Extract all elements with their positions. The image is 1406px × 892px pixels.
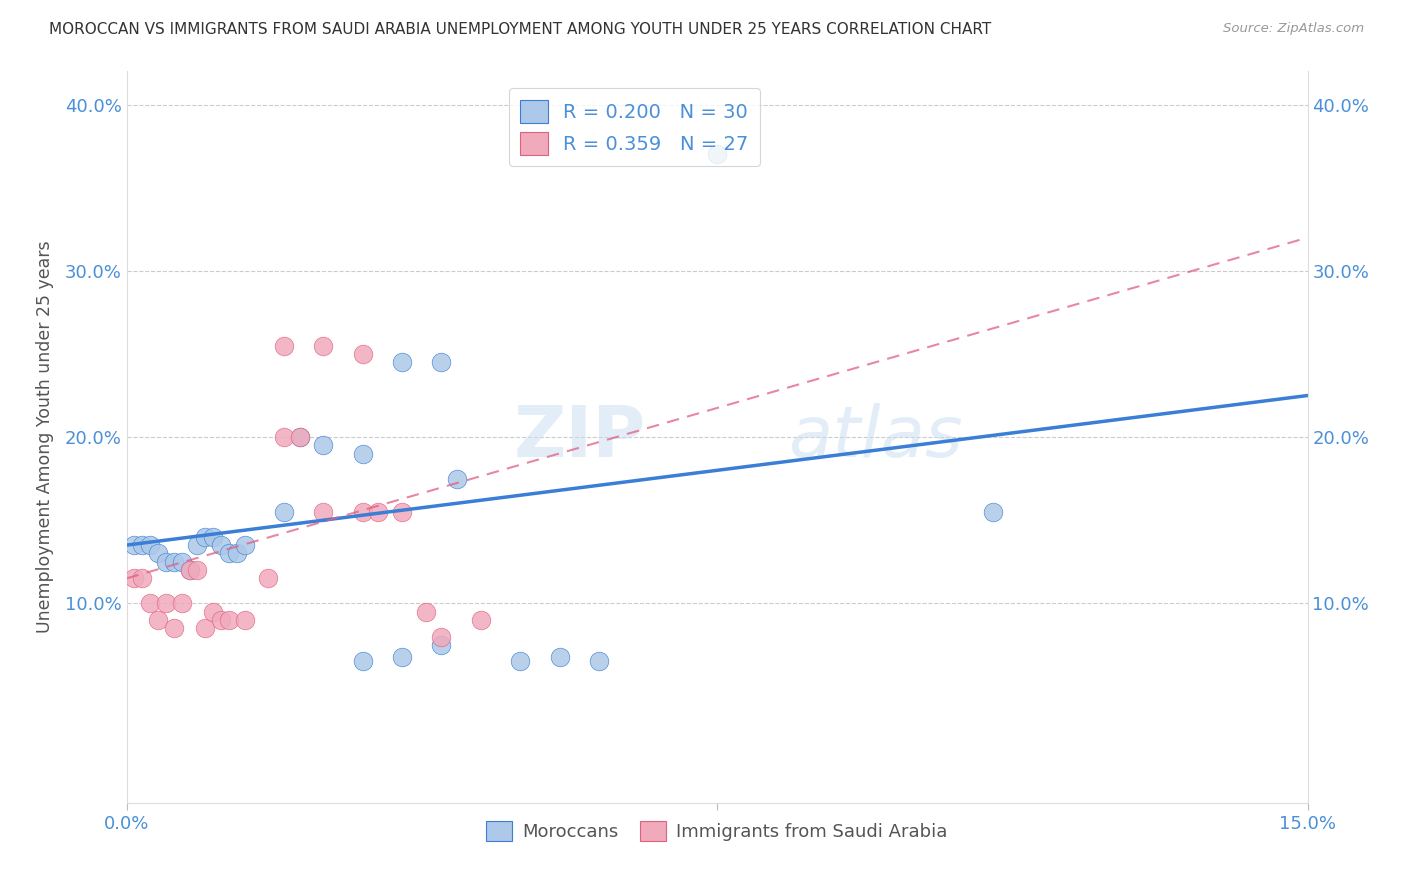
Point — [124, 538, 146, 552]
Point — [288, 430, 311, 444]
Point — [170, 555, 193, 569]
Point — [194, 621, 217, 635]
Point — [131, 571, 153, 585]
Point — [146, 613, 169, 627]
Point — [509, 655, 531, 669]
Point — [155, 555, 177, 569]
Point — [131, 538, 153, 552]
Point — [352, 655, 374, 669]
Point — [415, 605, 437, 619]
Point — [124, 571, 146, 585]
Point — [202, 605, 225, 619]
Text: MOROCCAN VS IMMIGRANTS FROM SAUDI ARABIA UNEMPLOYMENT AMONG YOUTH UNDER 25 YEARS: MOROCCAN VS IMMIGRANTS FROM SAUDI ARABIA… — [49, 22, 991, 37]
Y-axis label: Unemployment Among Youth under 25 years: Unemployment Among Youth under 25 years — [35, 241, 53, 633]
Point — [352, 347, 374, 361]
Point — [391, 355, 413, 369]
Point — [352, 447, 374, 461]
Point — [391, 505, 413, 519]
Point — [209, 538, 232, 552]
Point — [273, 430, 295, 444]
Point — [391, 649, 413, 664]
Point — [225, 546, 247, 560]
Point — [430, 638, 453, 652]
Point — [273, 505, 295, 519]
Point — [312, 338, 335, 352]
Text: atlas: atlas — [787, 402, 963, 472]
Point — [981, 505, 1004, 519]
Point — [312, 505, 335, 519]
Legend: Moroccans, Immigrants from Saudi Arabia: Moroccans, Immigrants from Saudi Arabia — [479, 814, 955, 848]
Point — [170, 596, 193, 610]
Point — [352, 505, 374, 519]
Point — [163, 555, 186, 569]
Point — [155, 596, 177, 610]
Point — [139, 538, 162, 552]
Point — [194, 530, 217, 544]
Point — [273, 338, 295, 352]
Point — [446, 472, 468, 486]
Point — [186, 538, 208, 552]
Point — [588, 655, 610, 669]
Point — [548, 649, 571, 664]
Point — [257, 571, 280, 585]
Point — [367, 505, 389, 519]
Point — [186, 563, 208, 577]
Text: Source: ZipAtlas.com: Source: ZipAtlas.com — [1223, 22, 1364, 36]
Point — [202, 530, 225, 544]
Point — [179, 563, 201, 577]
Point — [218, 613, 240, 627]
Point — [179, 563, 201, 577]
Point — [163, 621, 186, 635]
Point — [430, 355, 453, 369]
Point — [233, 613, 256, 627]
Point — [288, 430, 311, 444]
Point — [706, 147, 728, 161]
Point — [146, 546, 169, 560]
Point — [470, 613, 492, 627]
Point — [430, 630, 453, 644]
Point — [312, 438, 335, 452]
Point — [233, 538, 256, 552]
Text: ZIP: ZIP — [515, 402, 647, 472]
Point — [209, 613, 232, 627]
Point — [139, 596, 162, 610]
Point — [218, 546, 240, 560]
